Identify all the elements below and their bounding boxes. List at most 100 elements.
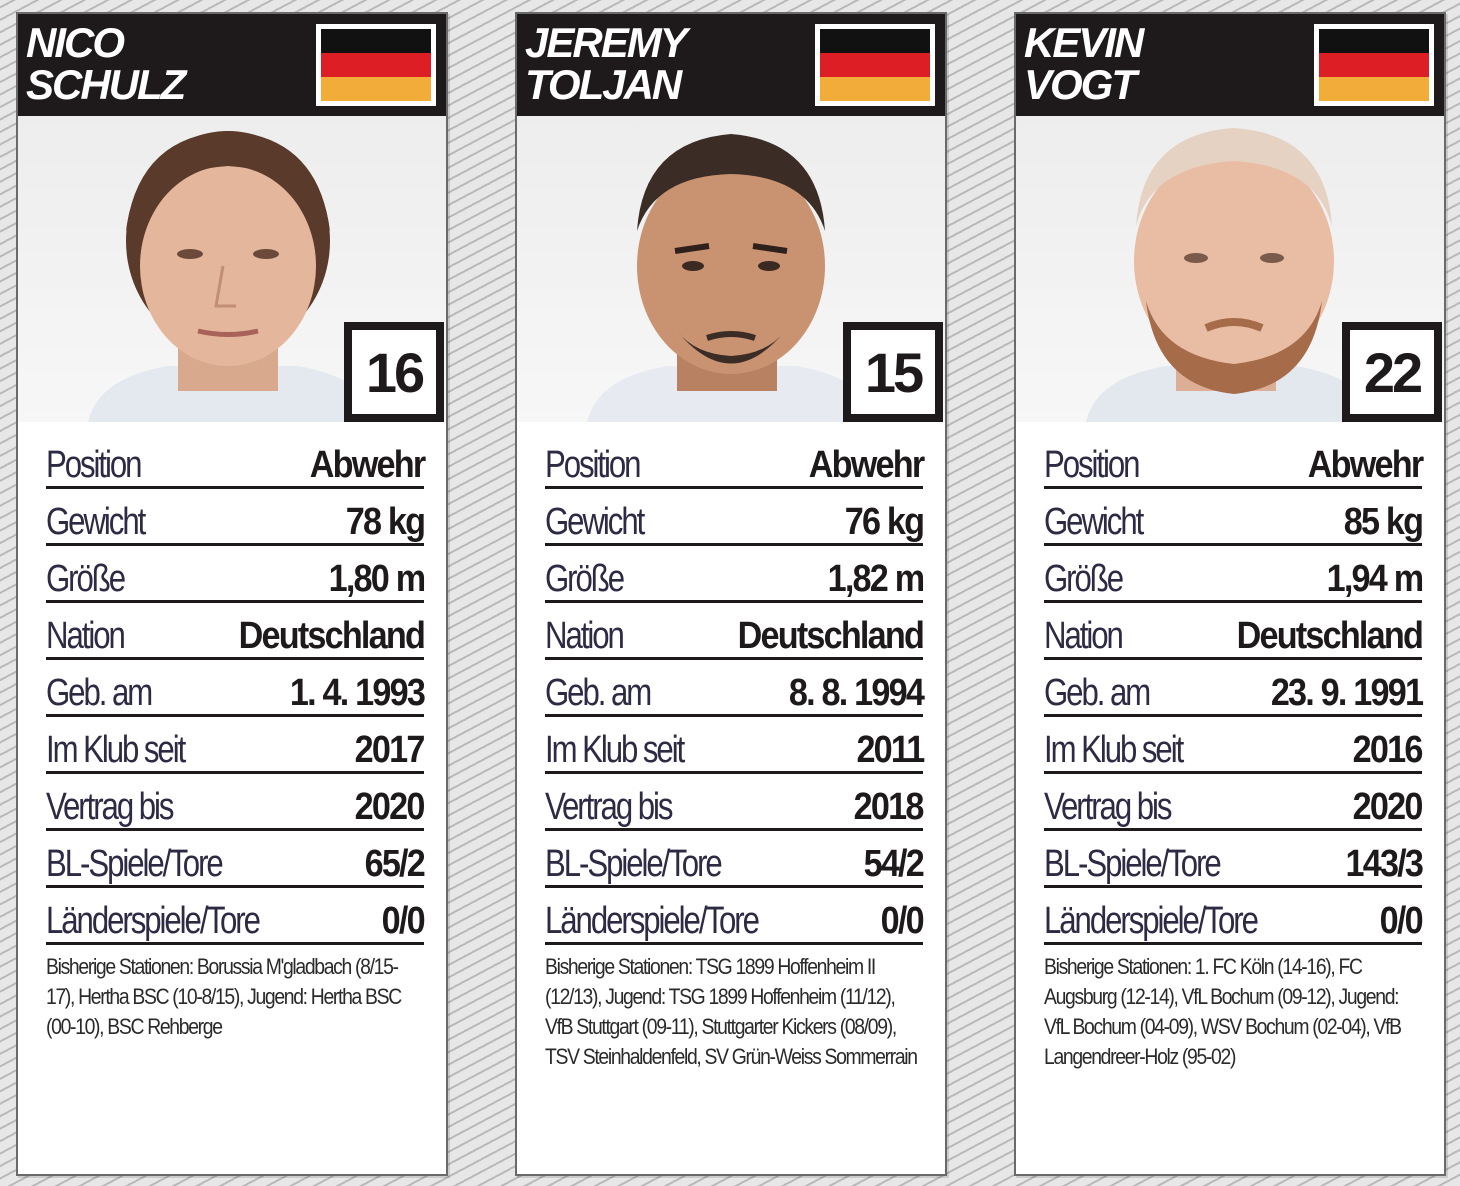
stat-value: 78 kg — [345, 501, 426, 543]
germany-flag-icon — [316, 24, 436, 106]
stat-value: 76 kg — [844, 501, 925, 543]
stat-value: 0/0 — [880, 900, 925, 942]
stat-label: Gewicht — [1044, 501, 1144, 543]
stat-row-bl-games: BL-Spiele/Tore 54/2 — [545, 831, 925, 888]
stat-value: 1,94 m — [1326, 558, 1423, 600]
stat-value: 65/2 — [364, 843, 426, 885]
stat-value: 2018 — [854, 786, 925, 828]
stats-table: Position Abwehr Gewicht 85 kg Größe 1,94 m … — [1044, 432, 1424, 945]
previous-clubs: Bisherige Stationen: TSG 1899 Hoffenheim… — [545, 954, 918, 1069]
stat-label: Position — [1044, 444, 1141, 486]
previous-clubs: Bisherige Stationen: 1. FC Köln (14-16),… — [1044, 954, 1402, 1069]
stat-row-club-since: Im Klub seit 2017 — [46, 717, 426, 774]
stat-label: Im Klub seit — [1044, 729, 1184, 771]
card-header: JEREMY TOLJAN — [517, 14, 945, 116]
stat-value: Deutschland — [238, 615, 426, 657]
stat-row-weight: Gewicht 76 kg — [545, 489, 925, 546]
stat-label: Geb. am — [46, 672, 153, 714]
stat-label: Nation — [545, 615, 625, 657]
stat-value: 143/3 — [1345, 843, 1423, 885]
stat-label: Vertrag bis — [1044, 786, 1172, 828]
shirt-number-badge: 22 — [1342, 322, 1442, 422]
stat-value: 85 kg — [1343, 501, 1424, 543]
shirt-number-badge: 15 — [843, 322, 943, 422]
previous-clubs: Bisherige Stationen: Borussia M'gladbach… — [46, 954, 402, 1039]
stat-value: Abwehr — [309, 444, 425, 486]
player-photo — [517, 116, 945, 422]
stat-label: Größe — [1044, 558, 1124, 600]
stat-row-contract: Vertrag bis 2020 — [1044, 774, 1424, 831]
player-photo — [18, 116, 446, 422]
player-name: KEVIN VOGT — [1024, 22, 1144, 108]
stat-row-weight: Gewicht 85 kg — [1044, 489, 1424, 546]
stat-label: BL-Spiele/Tore — [46, 843, 224, 885]
stat-value: 54/2 — [863, 843, 925, 885]
stat-row-height: Größe 1,94 m — [1044, 546, 1424, 603]
germany-flag-icon — [1314, 24, 1434, 106]
shirt-number-badge: 16 — [344, 322, 444, 422]
stat-label: Nation — [46, 615, 126, 657]
last-name: TOLJAN — [525, 61, 682, 108]
shirt-number: 22 — [1350, 330, 1434, 414]
stat-value: 1,80 m — [328, 558, 425, 600]
stat-row-birthdate: Geb. am 23. 9. 1991 — [1044, 660, 1424, 717]
last-name: SCHULZ — [26, 61, 186, 108]
stat-row-club-since: Im Klub seit 2016 — [1044, 717, 1424, 774]
stat-value: 23. 9. 1991 — [1270, 672, 1424, 714]
stat-value: 2011 — [855, 729, 925, 771]
stat-value: Deutschland — [1236, 615, 1424, 657]
player-card-toljan: JEREMY TOLJAN 15 Position Abwehr Gewicht 7… — [515, 12, 947, 1176]
stat-label: Position — [46, 444, 143, 486]
stat-value: 0/0 — [381, 900, 426, 942]
shirt-number: 16 — [352, 330, 436, 414]
stat-label: BL-Spiele/Tore — [1044, 843, 1222, 885]
first-name: NICO — [26, 19, 125, 66]
shirt-number: 15 — [851, 330, 935, 414]
stat-row-height: Größe 1,82 m — [545, 546, 925, 603]
stat-value: 2017 — [355, 729, 426, 771]
stat-row-nation: Nation Deutschland — [545, 603, 925, 660]
stat-value: Abwehr — [808, 444, 924, 486]
stat-value: 1. 4. 1993 — [289, 672, 426, 714]
stat-label: Vertrag bis — [46, 786, 174, 828]
stat-row-internationals: Länderspiele/Tore 0/0 — [46, 888, 426, 945]
stat-row-weight: Gewicht 78 kg — [46, 489, 426, 546]
stat-row-birthdate: Geb. am 1. 4. 1993 — [46, 660, 426, 717]
stat-label: Im Klub seit — [545, 729, 685, 771]
card-header: KEVIN VOGT — [1016, 14, 1444, 116]
stat-value: Abwehr — [1307, 444, 1423, 486]
player-name: JEREMY TOLJAN — [525, 19, 688, 108]
stat-label: Länderspiele/Tore — [46, 900, 261, 942]
stat-row-position: Position Abwehr — [46, 432, 426, 489]
stat-value: 2016 — [1353, 729, 1424, 771]
player-card-vogt: KEVIN VOGT 22 Position Abwehr Gewicht 85 k… — [1014, 12, 1446, 1176]
stat-row-position: Position Abwehr — [1044, 432, 1424, 489]
stat-label: Größe — [545, 558, 625, 600]
stat-row-contract: Vertrag bis 2020 — [46, 774, 426, 831]
stat-row-nation: Nation Deutschland — [46, 603, 426, 660]
stat-value: Deutschland — [737, 615, 925, 657]
stat-label: Nation — [1044, 615, 1124, 657]
stat-row-internationals: Länderspiele/Tore 0/0 — [1044, 888, 1424, 945]
stat-row-bl-games: BL-Spiele/Tore 65/2 — [46, 831, 426, 888]
stats-table: Position Abwehr Gewicht 76 kg Größe 1,82 m … — [545, 432, 925, 945]
stat-row-nation: Nation Deutschland — [1044, 603, 1424, 660]
stat-row-internationals: Länderspiele/Tore 0/0 — [545, 888, 925, 945]
card-header: NICO SCHULZ — [18, 14, 446, 116]
stat-label: Vertrag bis — [545, 786, 673, 828]
stat-value: 2020 — [355, 786, 426, 828]
stat-value: 2020 — [1353, 786, 1424, 828]
stat-row-contract: Vertrag bis 2018 — [545, 774, 925, 831]
stat-row-bl-games: BL-Spiele/Tore 143/3 — [1044, 831, 1424, 888]
first-name: JEREMY — [525, 19, 688, 66]
stat-label: Geb. am — [545, 672, 652, 714]
stat-label: BL-Spiele/Tore — [545, 843, 723, 885]
last-name: VOGT — [1024, 61, 1137, 108]
stat-label: Position — [545, 444, 642, 486]
stat-label: Länderspiele/Tore — [545, 900, 760, 942]
stat-row-position: Position Abwehr — [545, 432, 925, 489]
stat-label: Länderspiele/Tore — [1044, 900, 1259, 942]
stat-label: Größe — [46, 558, 126, 600]
stats-table: Position Abwehr Gewicht 78 kg Größe 1,80 m … — [46, 432, 426, 945]
stat-label: Geb. am — [1044, 672, 1151, 714]
